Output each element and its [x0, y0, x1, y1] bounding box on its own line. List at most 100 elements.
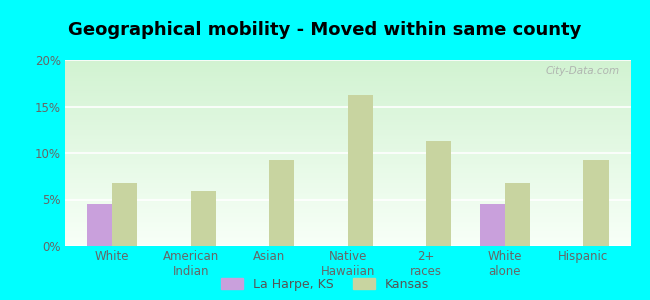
- Bar: [65, 194, 630, 195]
- Bar: [65, 171, 630, 172]
- Bar: [65, 96, 630, 97]
- Bar: [65, 95, 630, 96]
- Bar: [65, 131, 630, 132]
- Bar: [65, 119, 630, 120]
- Bar: [65, 140, 630, 141]
- Bar: [65, 224, 630, 225]
- Bar: [65, 196, 630, 197]
- Bar: [65, 150, 630, 151]
- Bar: [65, 186, 630, 187]
- Bar: [65, 230, 630, 231]
- Bar: [65, 93, 630, 94]
- Bar: [65, 219, 630, 220]
- Bar: [65, 78, 630, 79]
- Bar: [65, 211, 630, 212]
- Bar: [65, 187, 630, 188]
- Bar: [65, 213, 630, 214]
- Bar: [65, 74, 630, 75]
- Bar: [65, 138, 630, 139]
- Bar: [65, 192, 630, 193]
- Bar: [65, 62, 630, 63]
- Bar: [65, 209, 630, 210]
- Bar: [348, 95, 373, 246]
- Bar: [65, 179, 630, 180]
- Bar: [65, 176, 630, 177]
- Bar: [65, 120, 630, 121]
- Bar: [65, 123, 630, 124]
- Bar: [65, 205, 630, 206]
- Bar: [65, 191, 630, 192]
- Bar: [65, 109, 630, 110]
- Bar: [65, 167, 630, 168]
- Bar: [65, 137, 630, 138]
- Bar: [65, 103, 630, 104]
- Bar: [65, 170, 630, 171]
- Bar: [65, 234, 630, 235]
- Bar: [65, 228, 630, 229]
- Text: Geographical mobility - Moved within same county: Geographical mobility - Moved within sam…: [68, 21, 582, 39]
- Bar: [65, 227, 630, 228]
- Bar: [65, 98, 630, 99]
- Bar: [65, 82, 630, 83]
- Bar: [65, 208, 630, 209]
- Bar: [65, 81, 630, 82]
- Bar: [65, 181, 630, 182]
- Bar: [65, 100, 630, 101]
- Bar: [65, 94, 630, 95]
- Bar: [65, 91, 630, 92]
- Bar: [65, 142, 630, 143]
- Bar: [65, 113, 630, 114]
- Bar: [65, 241, 630, 242]
- Bar: [65, 99, 630, 100]
- Bar: [65, 207, 630, 208]
- Bar: [65, 69, 630, 70]
- Bar: [65, 148, 630, 149]
- Bar: [65, 212, 630, 213]
- Bar: [65, 86, 630, 87]
- Bar: [65, 156, 630, 157]
- Bar: [65, 107, 630, 108]
- Bar: [190, 191, 216, 246]
- Bar: [65, 225, 630, 226]
- Bar: [65, 70, 630, 71]
- Bar: [65, 195, 630, 196]
- Bar: [65, 112, 630, 113]
- Bar: [65, 144, 630, 145]
- Bar: [65, 122, 630, 123]
- Bar: [65, 240, 630, 241]
- Bar: [65, 232, 630, 233]
- Bar: [65, 235, 630, 236]
- Bar: [65, 233, 630, 234]
- Bar: [584, 160, 608, 246]
- Bar: [65, 125, 630, 126]
- Bar: [65, 145, 630, 146]
- Bar: [65, 215, 630, 216]
- Bar: [65, 87, 630, 88]
- Bar: [65, 184, 630, 185]
- Bar: [87, 204, 112, 246]
- Bar: [65, 102, 630, 103]
- Bar: [65, 121, 630, 122]
- Bar: [65, 135, 630, 136]
- Bar: [65, 130, 630, 131]
- Bar: [65, 68, 630, 69]
- Bar: [65, 153, 630, 154]
- Bar: [65, 169, 630, 170]
- Bar: [65, 63, 630, 64]
- Bar: [65, 172, 630, 173]
- Bar: [65, 108, 630, 109]
- Bar: [65, 173, 630, 174]
- Bar: [65, 101, 630, 102]
- Bar: [65, 133, 630, 134]
- Bar: [65, 136, 630, 137]
- Bar: [65, 223, 630, 224]
- Bar: [65, 160, 630, 161]
- Bar: [65, 129, 630, 130]
- Bar: [65, 146, 630, 147]
- Bar: [65, 124, 630, 125]
- Bar: [65, 84, 630, 85]
- Bar: [65, 64, 630, 65]
- Bar: [65, 189, 630, 190]
- Bar: [65, 237, 630, 238]
- Bar: [65, 80, 630, 81]
